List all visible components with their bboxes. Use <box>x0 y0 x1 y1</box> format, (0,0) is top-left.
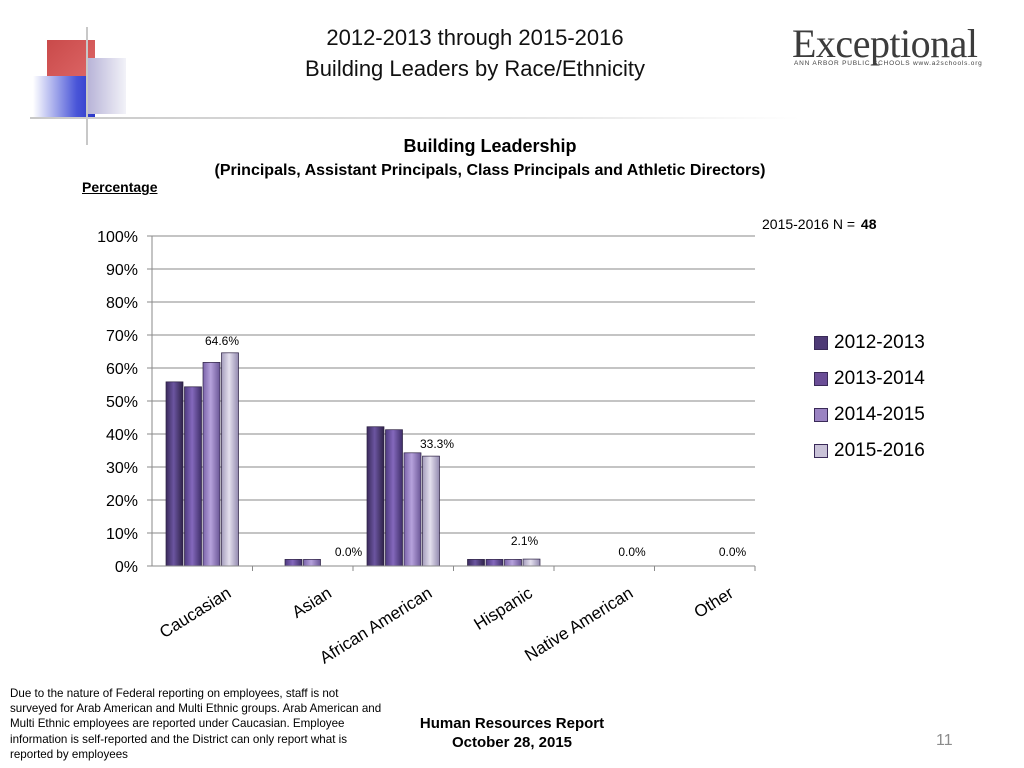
bar <box>385 429 403 567</box>
data-label: 0.0% <box>335 545 363 559</box>
chart-title: Building Leadership <box>403 136 577 156</box>
legend-item: 2012-2013 <box>814 325 925 361</box>
x-tick-label: Asian <box>289 583 335 622</box>
x-tick-label: Other <box>691 583 737 622</box>
sample-size-value: 48 <box>860 216 877 232</box>
y-tick-label: 40% <box>106 427 138 444</box>
y-tick-label: 70% <box>106 328 138 345</box>
y-tick-label: 0% <box>115 559 138 576</box>
decorative-horizontal-line <box>30 117 800 119</box>
bars <box>165 352 541 567</box>
bar <box>165 381 184 567</box>
y-tick-label: 100% <box>97 229 138 246</box>
report-info: Human Resources Report October 28, 2015 <box>392 714 632 752</box>
y-axis-ticks: 0% 10% 20% 30% 40% 50% 60% 70% 80% 90% 100% <box>97 229 138 576</box>
gridlines <box>147 235 755 567</box>
sample-size-note: 2015-2016 N = 48 <box>762 216 877 232</box>
bar <box>366 426 385 567</box>
x-tick-label: Hispanic <box>471 583 537 634</box>
legend-label: 2014-2015 <box>834 404 925 425</box>
bar <box>504 559 522 567</box>
y-tick-label: 80% <box>106 295 138 312</box>
bar <box>221 352 239 567</box>
y-tick-label: 50% <box>106 394 138 411</box>
legend-swatch <box>814 444 828 458</box>
y-tick-label: 60% <box>106 361 138 378</box>
x-tick-label: Caucasian <box>156 583 234 642</box>
footnote: Due to the nature of Federal reporting o… <box>10 687 382 761</box>
legend-swatch <box>814 408 828 422</box>
y-tick-label: 20% <box>106 493 138 510</box>
page-number: 11 <box>936 732 953 749</box>
data-label: 33.3% <box>420 437 454 451</box>
sample-size-label: 2015-2016 N = <box>762 216 856 232</box>
y-tick-label: 90% <box>106 262 138 279</box>
legend-swatch <box>814 372 828 386</box>
bar <box>467 559 485 567</box>
report-date: October 28, 2015 <box>451 734 573 751</box>
bar <box>303 559 321 567</box>
legend-item: 2015-2016 <box>814 433 925 469</box>
y-tick-label: 30% <box>106 460 138 477</box>
data-label: 64.6% <box>205 334 239 348</box>
decorative-blue-block <box>33 76 95 118</box>
logo-wordmark: Exceptional <box>792 21 978 66</box>
axes <box>151 236 756 571</box>
legend-label: 2013-2014 <box>834 368 925 389</box>
bar <box>202 362 221 567</box>
x-tick-label: Native American <box>521 583 636 665</box>
decorative-lavender-block <box>88 58 126 114</box>
x-tick-label: African American <box>316 583 435 667</box>
page-title-line2: Building Leaders by Race/Ethnicity <box>305 56 645 81</box>
y-axis-label: Percentage <box>82 179 158 195</box>
legend: 2012-2013 2013-2014 2014-2015 2015-2016 <box>814 325 925 469</box>
legend-swatch <box>814 336 828 350</box>
data-labels: 64.6% 0.0% 33.3% 2.1% 0.0% 0.0% <box>205 334 747 559</box>
bar <box>522 558 541 567</box>
y-tick-label: 10% <box>106 526 138 543</box>
bar <box>485 559 504 567</box>
data-label: 0.0% <box>719 545 747 559</box>
page-title-line1: 2012-2013 through 2015-2016 <box>326 25 624 50</box>
bar <box>284 559 303 567</box>
chart-subtitle: (Principals, Assistant Principals, Class… <box>214 162 766 179</box>
bar <box>403 452 422 567</box>
logo-tagline: ANN ARBOR PUBLIC SCHOOLS www.a2schools.o… <box>794 60 983 67</box>
decorative-vertical-line <box>86 27 88 145</box>
data-label: 0.0% <box>618 545 646 559</box>
legend-item: 2014-2015 <box>814 397 925 433</box>
report-title: Human Resources Report <box>419 715 605 732</box>
page-title: 2012-2013 through 2015-2016 Building Lea… <box>230 22 720 84</box>
legend-item: 2013-2014 <box>814 361 925 397</box>
data-label: 2.1% <box>511 534 539 548</box>
legend-label: 2012-2013 <box>834 332 925 353</box>
bar <box>184 386 202 567</box>
exceptional-logo: Exceptional ANN ARBOR PUBLIC SCHOOLS www… <box>792 22 1004 74</box>
legend-label: 2015-2016 <box>834 440 925 461</box>
bar <box>422 455 440 567</box>
